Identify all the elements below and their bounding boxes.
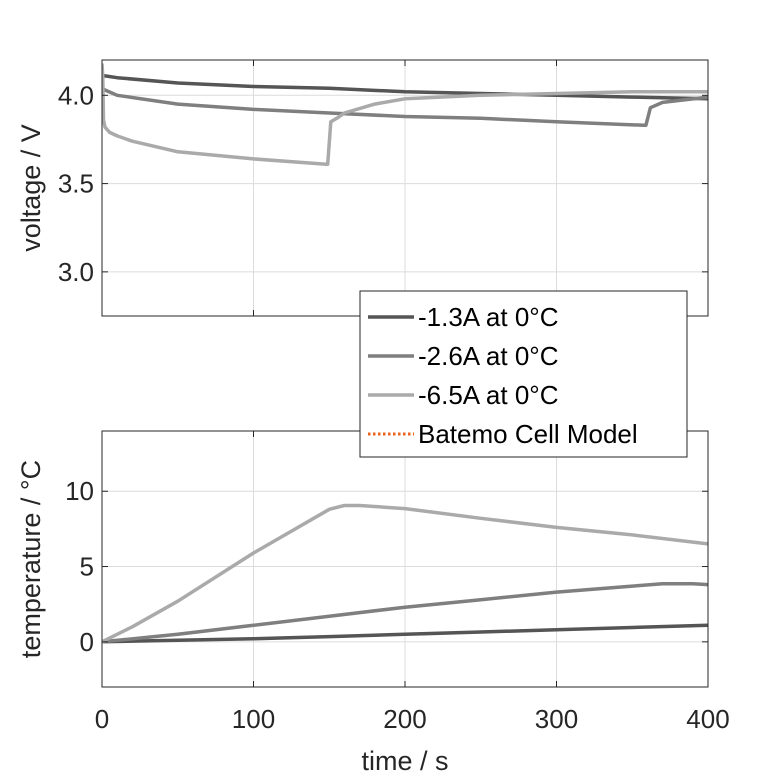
temperature-series-line-3: [102, 503, 708, 644]
temperature-series-line-1: [102, 623, 708, 644]
temperature-x-tick-label: 300: [535, 704, 578, 734]
temperature-x-tick-label: 100: [232, 704, 275, 734]
legend-label-1: -1.3A at 0°C: [418, 302, 558, 332]
legend-label-3: -6.5A at 0°C: [418, 380, 558, 410]
temperature-series-line-2: [102, 582, 708, 644]
legend-entries: -1.3A at 0°C -2.6A at 0°C -6.5A at 0°C Bate…: [368, 302, 638, 449]
voltage-series-line-1: [102, 74, 708, 101]
voltage-series-line-2: [102, 86, 708, 128]
temperature-y-tick-label: 0: [80, 627, 94, 657]
legend-label-4: Batemo Cell Model: [418, 419, 638, 449]
voltage-grid: [101, 60, 709, 316]
temperature-x-tick-label: 400: [686, 704, 729, 734]
temperature-y-tick-label: 10: [65, 476, 94, 506]
legend-label-2: -2.6A at 0°C: [418, 341, 558, 371]
temperature-y-tick-label: 5: [80, 552, 94, 582]
voltage-series-line-3: [102, 63, 708, 166]
temperature-series: [102, 503, 708, 644]
legend: -1.3A at 0°C -2.6A at 0°C -6.5A at 0°C Bate…: [359, 290, 688, 458]
voltage-ticks: 3.0 3.5 4.0: [58, 60, 709, 316]
temperature-x-tick-label: 0: [95, 704, 109, 734]
voltage-y-tick-label: 4.0: [58, 80, 94, 110]
time-x-axis-label: time / s: [361, 746, 448, 776]
voltage-panel: 3.0 3.5 4.0 voltage / V: [16, 59, 709, 317]
legend-box: [359, 290, 688, 458]
voltage-y-axis-label: voltage / V: [16, 124, 46, 252]
voltage-y-tick-label: 3.5: [58, 169, 94, 199]
voltage-y-tick-label: 3.0: [58, 257, 94, 287]
voltage-series: [102, 63, 708, 166]
temperature-y-axis-label: temperature / °C: [16, 460, 46, 658]
temperature-x-tick-label: 200: [383, 704, 426, 734]
